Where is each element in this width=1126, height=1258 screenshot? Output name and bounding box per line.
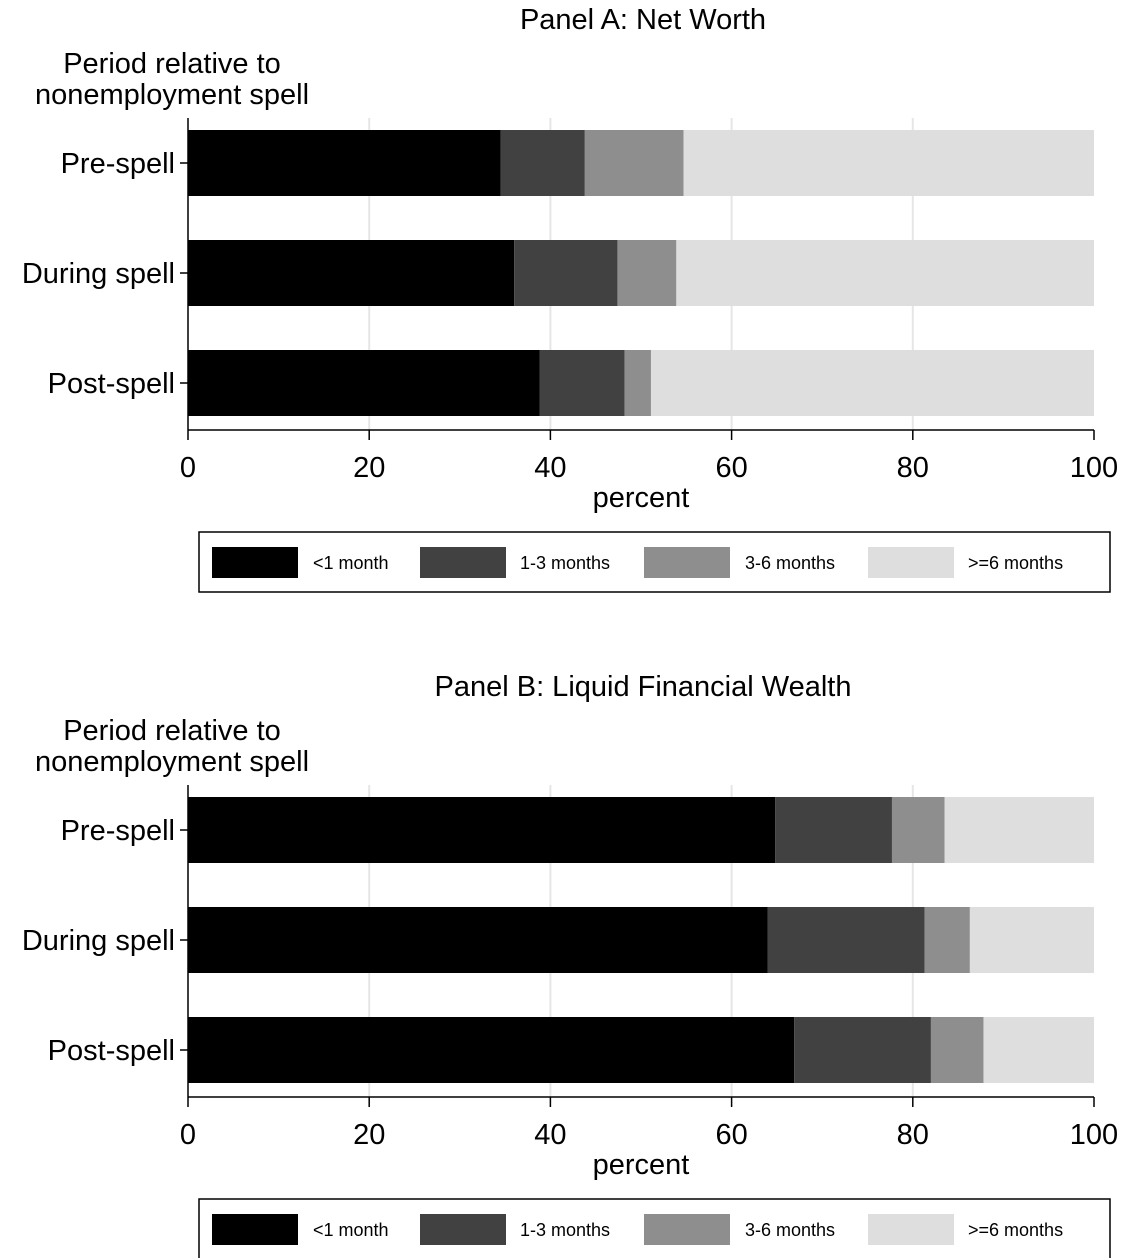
y-axis-label: nonemployment spell [35, 746, 309, 778]
x-tick-label: 60 [715, 452, 747, 484]
bar-segment [188, 350, 540, 416]
panel-a: Panel A: Net Worth Period relative tonone… [22, 4, 1118, 593]
bar-segment [188, 1017, 795, 1083]
category-label: Post-spell [48, 368, 175, 400]
bar-segment [650, 350, 1094, 416]
legend-swatch [420, 1214, 506, 1245]
category-label: Pre-spell [61, 148, 175, 180]
legend: <1 month 1-3 months 3-6 months >=6 months [198, 531, 1111, 593]
bar-segment [944, 797, 1094, 863]
legend-swatch [420, 547, 506, 578]
bar-segment [983, 1017, 1094, 1083]
bar-segment [188, 797, 776, 863]
bar-segment [188, 130, 501, 196]
bar-segment [775, 797, 892, 863]
chart-title: Panel A: Net Worth [520, 4, 766, 36]
chart-title: Panel B: Liquid Financial Wealth [435, 671, 852, 703]
x-tick-label: 100 [1070, 452, 1118, 484]
legend-label: 3-6 months [745, 553, 835, 573]
legend-swatch [868, 1214, 954, 1245]
category-label: Pre-spell [61, 815, 175, 847]
bar-segment [188, 240, 515, 306]
y-axis-label: nonemployment spell [35, 79, 309, 111]
y-axis-label: Period relative to [63, 48, 281, 80]
legend-label: 1-3 months [520, 1220, 610, 1240]
bar-segment [924, 907, 970, 973]
x-tick-label: 40 [534, 452, 566, 484]
x-tick-label: 60 [715, 1119, 747, 1151]
bar-segment [969, 907, 1094, 973]
x-tick-label: 20 [353, 1119, 385, 1151]
legend-swatch [644, 1214, 730, 1245]
x-tick-label: 100 [1070, 1119, 1118, 1151]
legend-swatch [212, 547, 298, 578]
bar-segment [188, 907, 768, 973]
y-axis-label: Period relative to [63, 715, 281, 747]
bar-segment [930, 1017, 984, 1083]
x-axis-label: percent [593, 482, 690, 514]
category-label: During spell [22, 925, 175, 957]
legend-label: <1 month [313, 1220, 389, 1240]
legend-label: 1-3 months [520, 553, 610, 573]
x-tick-label: 40 [534, 1119, 566, 1151]
bar-segment [617, 240, 677, 306]
bar-segment [891, 797, 945, 863]
legend: <1 month 1-3 months 3-6 months >=6 months [198, 1198, 1111, 1258]
legend-label: >=6 months [968, 1220, 1063, 1240]
bar-segment [624, 350, 651, 416]
bar-segment [514, 240, 618, 306]
bar-segment [539, 350, 625, 416]
legend-swatch [644, 547, 730, 578]
bar-segment [683, 130, 1094, 196]
category-label: During spell [22, 258, 175, 290]
panel-b: Panel B: Liquid Financial Wealth Period r… [22, 671, 1118, 1258]
x-tick-label: 80 [897, 1119, 929, 1151]
bar-segment [676, 240, 1094, 306]
legend-swatch [868, 547, 954, 578]
legend-label: 3-6 months [745, 1220, 835, 1240]
x-tick-label: 0 [180, 452, 196, 484]
x-axis-label: percent [593, 1149, 690, 1181]
bar-segment [794, 1017, 931, 1083]
legend-label: >=6 months [968, 553, 1063, 573]
category-label: Post-spell [48, 1035, 175, 1067]
x-tick-label: 0 [180, 1119, 196, 1151]
x-tick-label: 80 [897, 452, 929, 484]
bar-segment [767, 907, 925, 973]
x-tick-label: 20 [353, 452, 385, 484]
legend-swatch [212, 1214, 298, 1245]
bar-segment [500, 130, 585, 196]
bar-segment [584, 130, 684, 196]
legend-label: <1 month [313, 553, 389, 573]
